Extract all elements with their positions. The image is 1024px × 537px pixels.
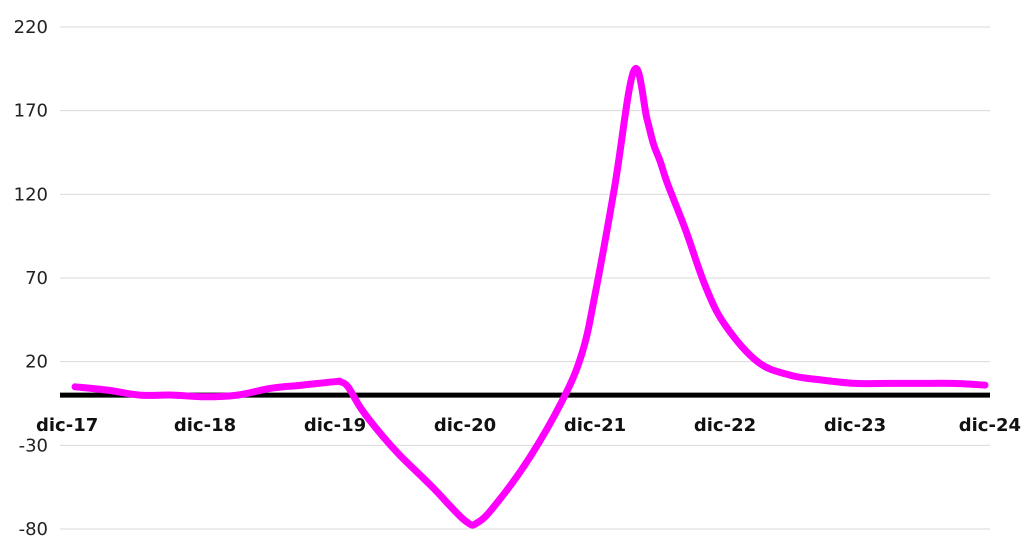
y-tick-label: 70 (25, 268, 48, 289)
gridlines (60, 26, 990, 530)
y-tick-label: 170 (14, 101, 48, 122)
y-tick-label: 120 (14, 184, 48, 205)
y-axis-tick-labels: 220 170 120 70 20 -30 -80 (14, 17, 48, 537)
y-tick-label: 220 (14, 17, 48, 38)
series-group (71, 64, 989, 529)
x-tick-label: dic-19 (304, 415, 366, 436)
x-tick-label: dic-23 (824, 415, 886, 436)
x-tick-label: dic-20 (434, 415, 496, 436)
x-tick-label: dic-21 (564, 415, 626, 436)
y-tick-label: 20 (25, 352, 48, 373)
x-axis-tick-labels: dic-17 dic-18 dic-19 dic-20 dic-21 dic-22 dic-… (36, 415, 1021, 436)
y-tick-label: -80 (19, 519, 48, 537)
x-tick-label: dic-24 (959, 415, 1021, 436)
y-tick-label: -30 (19, 435, 48, 456)
x-tick-label: dic-22 (694, 415, 756, 436)
x-tick-label: dic-18 (174, 415, 236, 436)
series-line (71, 64, 989, 529)
x-tick-label: dic-17 (36, 415, 98, 436)
